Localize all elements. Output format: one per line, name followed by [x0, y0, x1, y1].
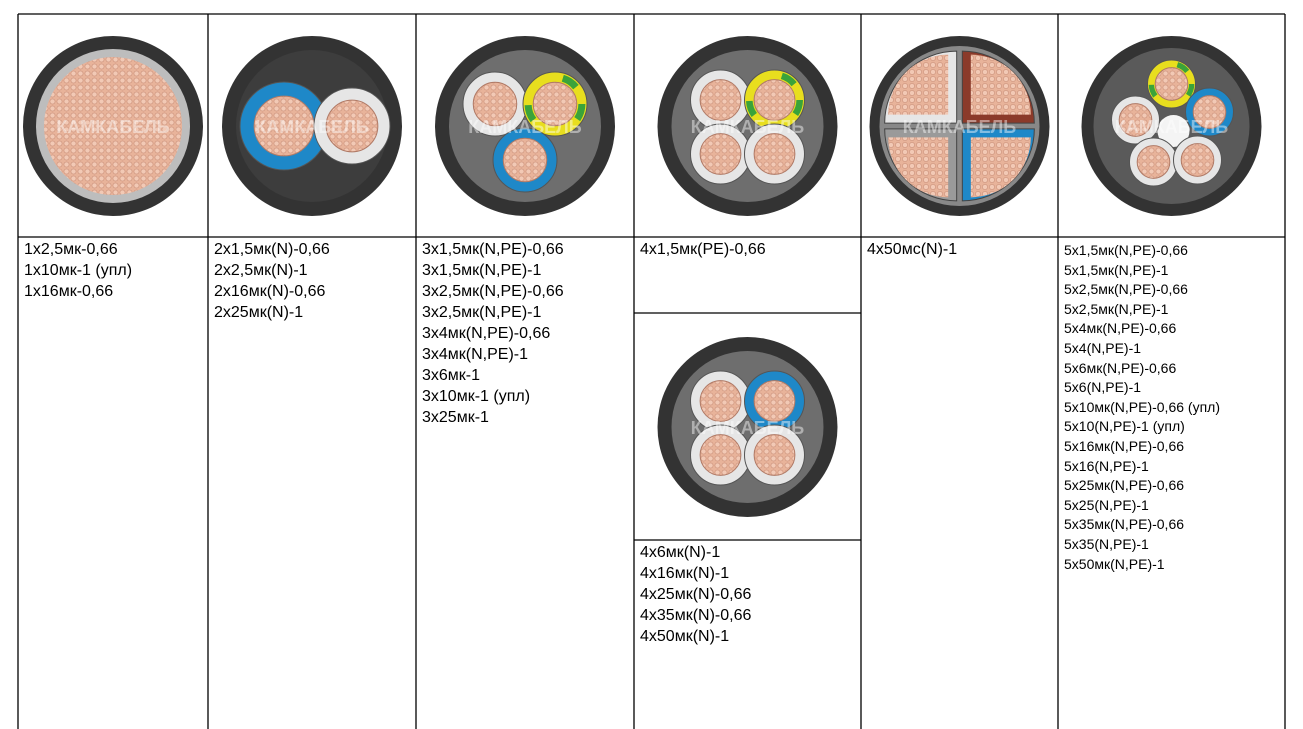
cable-icon: КАМКАБЕЛЬ — [1081, 36, 1262, 216]
cable-spec: 4x50мк(N)-1 — [640, 628, 730, 645]
cable-spec: 5x4(N,PE)-1 — [1064, 340, 1142, 356]
watermark: КАМКАБЕЛЬ — [903, 117, 1017, 137]
cable-spec: 2x25мк(N)-1 — [214, 304, 304, 321]
conductor — [325, 99, 379, 153]
cable-spec: 5x4мк(N,PE)-0,66 — [1064, 320, 1177, 337]
conductor — [753, 133, 796, 175]
conductor — [753, 434, 796, 476]
cable-spec: 5x10мк(N,PE)-0,66 (упл) — [1064, 398, 1220, 415]
cable-spec: 4x1,5мк(PE)-0,66 — [640, 241, 766, 258]
cable-spec: 3x6мк-1 — [422, 367, 481, 384]
cable-spec: 4x16мк(N)-1 — [640, 565, 730, 582]
cable-icon: КАМКАБЕЛЬ — [435, 36, 615, 216]
conductor — [1118, 103, 1153, 137]
conductor — [699, 380, 742, 422]
stripe — [524, 73, 586, 135]
conductor — [753, 79, 796, 121]
cable-icon: КАМКАБЕЛЬ — [657, 36, 838, 216]
cable-spec: 3x4мк(N,PE)-0,66 — [422, 325, 551, 342]
cable-icon: КАМКАБЕЛЬ — [657, 337, 838, 517]
cable-spec: 5x25(N,PE)-1 — [1064, 496, 1149, 513]
sector-conductor — [888, 54, 949, 115]
cable-spec: 3x2,5мк(N,PE)-0,66 — [422, 283, 564, 300]
cable-spec: 4x6мк(N)-1 — [640, 544, 721, 561]
cable-spec: 1x10мк-1 (упл) — [24, 262, 133, 279]
core-filler — [1157, 115, 1190, 147]
conductor — [44, 57, 182, 195]
cable-spec: 4x50мс(N)-1 — [867, 241, 958, 258]
conductor — [699, 434, 742, 476]
watermark: КАМКАБЕЛЬ — [1115, 117, 1229, 137]
cable-spec: 1x2,5мк-0,66 — [24, 241, 118, 258]
sector-conductor — [970, 54, 1031, 115]
cable-icon: КАМКАБЕЛЬ — [222, 36, 402, 216]
watermark: КАМКАБЕЛЬ — [255, 117, 369, 137]
cable-spec: 5x35мк(N,PE)-0,66 — [1064, 516, 1185, 533]
watermark: КАМКАБЕЛЬ — [468, 117, 582, 137]
cable-icon: КАМКАБЕЛЬ — [869, 36, 1050, 216]
conductor — [699, 133, 742, 175]
cable-spec: 5x2,5мк(N,PE)-1 — [1064, 300, 1169, 317]
conductor — [1180, 143, 1215, 177]
cable-spec: 3x25мк-1 — [422, 409, 489, 426]
cable-spec: 5x6(N,PE)-1 — [1064, 379, 1142, 396]
conductor — [1154, 67, 1189, 101]
cable-spec: 3x10мк-1 (упл) — [422, 388, 531, 405]
cable-spec: 4x25мк(N)-0,66 — [640, 586, 752, 603]
stripe — [745, 71, 803, 129]
watermark: КАМКАБЕЛЬ — [691, 117, 805, 137]
cable-spec: 5x16(N,PE)-1 — [1064, 457, 1149, 474]
conductor — [472, 81, 518, 127]
cable-spec: 3x2,5мк(N,PE)-1 — [422, 304, 542, 321]
cable-spec: 1x16мк-0,66 — [24, 283, 114, 300]
cable-spec: 5x25мк(N,PE)-0,66 — [1064, 477, 1185, 494]
cable-spec: 4x35мк(N)-0,66 — [640, 607, 752, 624]
cable-spec: 2x16мк(N)-0,66 — [214, 283, 326, 300]
cable-icon: КАМКАБЕЛЬ — [23, 36, 203, 216]
sector-conductor — [888, 137, 949, 198]
cable-spec: 2x2,5мк(N)-1 — [214, 262, 308, 279]
conductor — [1192, 95, 1227, 129]
cable-spec: 5x6мк(N,PE)-0,66 — [1064, 359, 1177, 376]
cable-spec: 3x1,5мк(N,PE)-0,66 — [422, 241, 564, 258]
cable-spec: 5x10(N,PE)-1 (упл) — [1064, 418, 1185, 435]
watermark: КАМКАБЕЛЬ — [56, 117, 170, 137]
cable-spec: 3x1,5мк(N,PE)-1 — [422, 262, 542, 279]
cable-spec: 5x1,5мк(N,PE)-1 — [1064, 261, 1169, 278]
conductor — [502, 137, 548, 183]
sector-conductor — [970, 137, 1031, 198]
conductor — [699, 79, 742, 121]
conductor — [753, 380, 796, 422]
cable-spec: 5x2,5мк(N,PE)-0,66 — [1064, 281, 1188, 298]
cable-spec: 5x50мк(N,PE)-1 — [1064, 555, 1165, 572]
cable-spec: 3x4мк(N,PE)-1 — [422, 346, 529, 363]
cable-spec: 5x16мк(N,PE)-0,66 — [1064, 438, 1185, 454]
watermark: КАМКАБЕЛЬ — [691, 418, 805, 438]
conductor — [1136, 145, 1171, 179]
cable-spec: 5x1,5мк(N,PE)-0,66 — [1064, 242, 1188, 258]
stripe — [1148, 61, 1195, 107]
conductor — [532, 81, 578, 127]
cable-spec: 2x1,5мк(N)-0,66 — [214, 241, 330, 258]
cable-spec: 5x35(N,PE)-1 — [1064, 536, 1149, 552]
